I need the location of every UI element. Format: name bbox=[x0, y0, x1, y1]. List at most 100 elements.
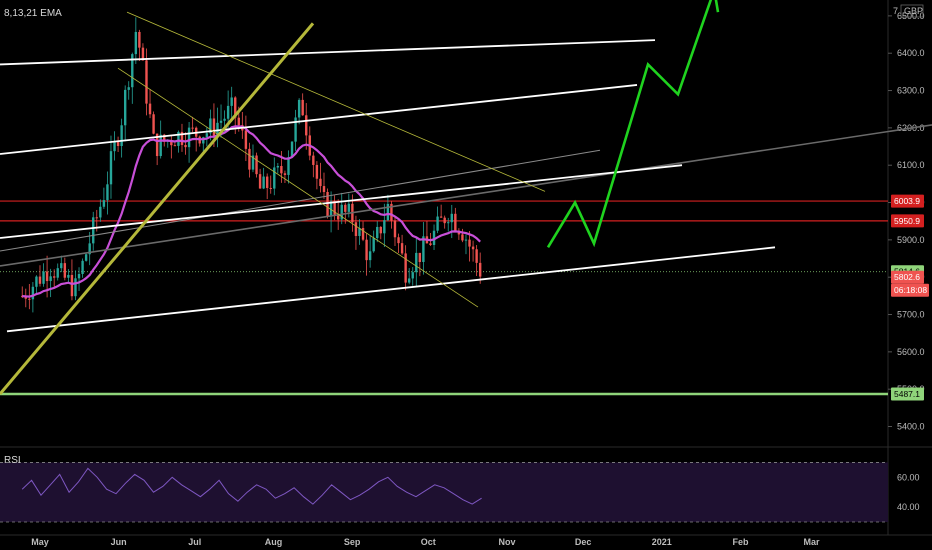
candle-body bbox=[294, 117, 297, 142]
candle-body bbox=[95, 217, 98, 219]
time-tick-label: Nov bbox=[498, 537, 515, 547]
candle-body bbox=[432, 230, 436, 245]
time-tick-label: 2021 bbox=[652, 537, 672, 547]
candle-body bbox=[361, 228, 365, 240]
candle-body bbox=[226, 105, 230, 119]
price-tick-label: 5900.0 bbox=[897, 235, 925, 245]
candle-body bbox=[312, 155, 315, 165]
candle-body bbox=[141, 47, 145, 61]
candle-body bbox=[123, 89, 127, 126]
candle-body bbox=[464, 239, 468, 241]
candle-body bbox=[262, 176, 265, 189]
candle-body bbox=[131, 54, 134, 88]
candle-body bbox=[475, 249, 478, 263]
gray-channel-line bbox=[0, 124, 932, 267]
time-tick-label: Aug bbox=[265, 537, 283, 547]
candle-body bbox=[379, 226, 382, 234]
price-labels: 6588.66003.95950.95814.65802.65487.106:1… bbox=[891, 194, 929, 401]
candle-body bbox=[148, 103, 152, 115]
rsi-label: RSI bbox=[4, 455, 21, 466]
candle-body bbox=[177, 131, 180, 146]
time-tick-label: May bbox=[31, 537, 49, 547]
falling-channel-line bbox=[126, 11, 546, 192]
candle-body bbox=[134, 31, 138, 55]
candle-body bbox=[478, 262, 482, 277]
candle-body bbox=[106, 184, 109, 201]
candle-body bbox=[248, 148, 251, 170]
candle-body bbox=[84, 254, 88, 261]
candle-body bbox=[81, 260, 84, 274]
candle-body bbox=[450, 213, 453, 223]
candle-body bbox=[326, 191, 329, 217]
currency-box bbox=[900, 4, 924, 18]
candle-body bbox=[38, 276, 42, 284]
ema-line bbox=[22, 125, 481, 298]
candle-body bbox=[67, 274, 70, 278]
candle-body bbox=[184, 144, 187, 148]
candle-body bbox=[237, 117, 240, 126]
candle-body bbox=[280, 166, 283, 174]
candle-body bbox=[461, 234, 464, 241]
candle-body bbox=[155, 133, 159, 157]
price-label-box bbox=[891, 387, 924, 401]
candle-body bbox=[187, 127, 191, 148]
candle-body bbox=[422, 236, 425, 262]
candle-body bbox=[60, 263, 63, 269]
price-tick-label: 5700.0 bbox=[897, 310, 925, 320]
candle-body bbox=[301, 99, 304, 116]
candle-body bbox=[45, 271, 49, 282]
candle-body bbox=[439, 216, 443, 218]
candle-body bbox=[358, 228, 361, 236]
candle-body bbox=[407, 278, 411, 283]
candle-body bbox=[88, 243, 91, 255]
time-tick-label: Jun bbox=[111, 537, 127, 547]
channel-line bbox=[0, 164, 683, 239]
candle-body bbox=[273, 167, 276, 189]
candle-body bbox=[411, 272, 414, 279]
price-label-text: 6003.9 bbox=[894, 196, 920, 206]
rsi-tick-label: 60.00 bbox=[897, 472, 920, 482]
falling-channel-line bbox=[117, 67, 479, 308]
candle-body bbox=[49, 276, 52, 282]
candle-body bbox=[52, 276, 56, 278]
candle-body bbox=[287, 157, 290, 175]
candle-body bbox=[322, 186, 326, 192]
candle-body bbox=[56, 268, 59, 278]
channel-line-upper bbox=[0, 39, 656, 66]
candle-body bbox=[138, 31, 141, 48]
candle-body bbox=[368, 251, 372, 261]
candle-body bbox=[383, 220, 386, 234]
candle-body bbox=[333, 201, 336, 215]
candle-body bbox=[436, 216, 439, 231]
indicator-label: 8,13,21 EMA bbox=[4, 8, 62, 19]
candle-body bbox=[70, 274, 74, 297]
price-tick-label: 6100.0 bbox=[897, 160, 925, 170]
candle-body bbox=[244, 130, 248, 149]
channel-line bbox=[0, 84, 638, 155]
channel-line-lower bbox=[6, 246, 776, 333]
candle-body bbox=[120, 125, 123, 147]
rising-trendline bbox=[0, 22, 315, 395]
candle-body bbox=[113, 142, 116, 152]
price-tick-label: 5400.0 bbox=[897, 422, 925, 432]
candle-body bbox=[216, 122, 219, 136]
candle-body bbox=[297, 99, 301, 118]
currency-label: GBP bbox=[904, 6, 923, 16]
candle-body bbox=[127, 87, 130, 90]
projection-arrow-path bbox=[546, 0, 713, 249]
rsi-tick-label: 40.00 bbox=[897, 502, 920, 512]
candle-body bbox=[454, 213, 457, 231]
candle-body bbox=[202, 137, 205, 144]
candle-body bbox=[340, 204, 343, 220]
rsi-band bbox=[0, 462, 888, 522]
candle-body bbox=[429, 243, 432, 245]
candle-body bbox=[116, 142, 120, 147]
drawing-tools bbox=[0, 0, 932, 395]
candle-body bbox=[319, 178, 322, 187]
projection-arrowhead bbox=[714, 0, 720, 13]
rsi-line bbox=[21, 467, 482, 505]
price-label-text: 5487.1 bbox=[894, 389, 920, 399]
time-tick-label: Sep bbox=[344, 537, 361, 547]
price-tick-label: 6400.0 bbox=[897, 48, 925, 58]
